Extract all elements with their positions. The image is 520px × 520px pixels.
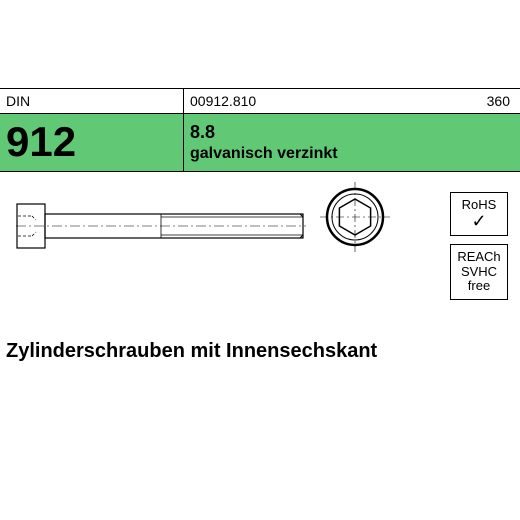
hex-socket-icon [320,182,390,252]
grade: 8.8 [190,122,514,143]
spec-row: 912 8.8 galvanisch verzinkt [0,114,520,172]
check-icon: ✓ [471,212,486,230]
reach-badge: REACh SVHC free [450,244,508,300]
standard-label: DIN [0,89,184,113]
rohs-label: RoHS [462,198,497,213]
pack-qty: 360 [440,89,520,113]
din-number: 912 [0,114,184,171]
product-title: Zylinderschrauben mit Innensechskant [6,340,377,363]
screw-drawing-icon [16,196,306,256]
product-card: DIN 00912.810 360 912 8.8 galvanisch ver… [0,88,520,432]
rohs-badge: RoHS ✓ [450,192,508,236]
reach-line1: REACh [457,250,500,265]
image-area: RoHS ✓ REACh SVHC free Zylinderschrauben… [0,172,520,432]
header-row: DIN 00912.810 360 [0,88,520,114]
reach-line3: free [468,279,490,294]
part-number: 00912.810 [184,89,440,113]
finish: galvanisch verzinkt [190,145,514,163]
spec-details: 8.8 galvanisch verzinkt [184,114,520,171]
reach-line2: SVHC [461,265,497,280]
